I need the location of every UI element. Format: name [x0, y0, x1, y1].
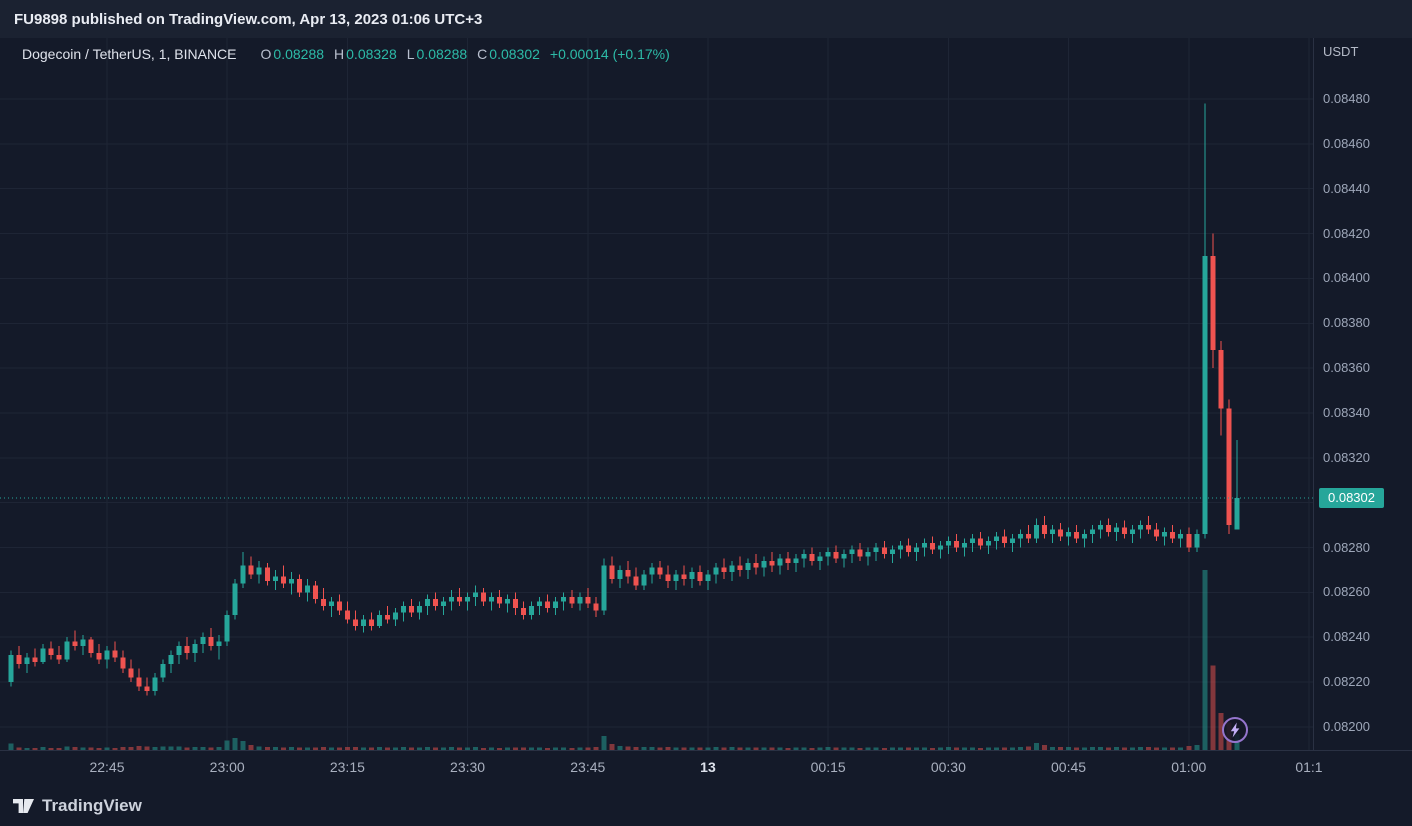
time-axis-label: 23:15	[329, 759, 365, 775]
time-axis-label: 23:00	[209, 759, 245, 775]
price-axis-label: 0.08240	[1323, 629, 1370, 645]
published-text: FU9898 published on TradingView.com, Apr…	[14, 10, 483, 28]
high-value: 0.08328	[346, 46, 397, 62]
low-label: L	[406, 46, 415, 62]
time-axis[interactable]: 22:45 23:00 23:15 23:30 23:45 13 00:15 00:30 00:…	[0, 750, 1412, 786]
tradingview-footer[interactable]: TradingView	[0, 786, 1412, 826]
open-label: O	[260, 46, 272, 62]
time-axis-label: 01:00	[1171, 759, 1207, 775]
axis-currency-label: USDT	[1323, 44, 1359, 59]
chart-legend: Dogecoin / TetherUS, 1, BINANCE O 0.0828…	[22, 46, 670, 62]
time-axis-label: 00:45	[1051, 759, 1087, 775]
price-axis-label: 0.08320	[1323, 449, 1370, 465]
lightning-icon	[1221, 716, 1249, 744]
time-axis-label: 23:30	[450, 759, 486, 775]
time-axis-label: 01:1	[1295, 759, 1323, 775]
time-axis-label: 00:15	[810, 759, 846, 775]
symbol-title[interactable]: Dogecoin / TetherUS, 1, BINANCE	[22, 46, 237, 62]
close-label: C	[477, 46, 488, 62]
price-axis-label: 0.08380	[1323, 315, 1370, 331]
time-axis-label: 00:30	[930, 759, 966, 775]
candlestick-chart[interactable]	[0, 38, 1313, 750]
price-axis-label: 0.08440	[1323, 180, 1370, 196]
change-value: +0.00014 (+0.17%)	[549, 46, 670, 62]
price-axis-label: 0.08400	[1323, 270, 1370, 286]
chart-area[interactable]: Dogecoin / TetherUS, 1, BINANCE O 0.0828…	[0, 38, 1313, 750]
published-bar: FU9898 published on TradingView.com, Apr…	[0, 0, 1412, 38]
open-value: 0.08288	[273, 46, 325, 62]
price-axis-label: 0.08420	[1323, 225, 1370, 241]
price-axis-label: 0.08360	[1323, 360, 1370, 376]
high-label: H	[334, 46, 345, 62]
current-price-badge: 0.08302	[1319, 488, 1384, 509]
close-value: 0.08302	[489, 46, 540, 62]
price-axis-label: 0.08460	[1323, 135, 1370, 151]
time-axis-label: 22:45	[89, 759, 125, 775]
tradingview-logo-icon	[13, 799, 34, 813]
tradingview-brand-text: TradingView	[42, 796, 142, 815]
low-value: 0.08288	[416, 46, 468, 62]
price-axis-label: 0.08220	[1323, 674, 1370, 690]
time-axis-label: 13	[700, 759, 716, 775]
price-axis-label: 0.08280	[1323, 539, 1370, 555]
time-axis-label: 23:45	[570, 759, 606, 775]
price-axis[interactable]: USDT 0.08302 0.08480 0.08460 0.08440 0.0842…	[1313, 38, 1412, 750]
price-axis-label: 0.08260	[1323, 584, 1370, 600]
price-axis-label: 0.08200	[1323, 718, 1370, 734]
price-axis-label: 0.08340	[1323, 404, 1370, 420]
price-axis-label: 0.08480	[1323, 91, 1370, 106]
